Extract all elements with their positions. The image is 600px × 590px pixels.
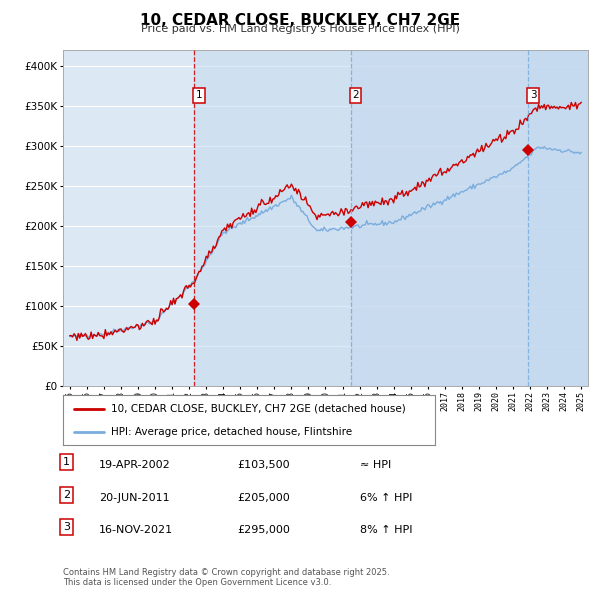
- Text: 1: 1: [196, 90, 203, 100]
- Text: 2: 2: [352, 90, 359, 100]
- Text: 8% ↑ HPI: 8% ↑ HPI: [360, 525, 413, 535]
- Text: Price paid vs. HM Land Registry's House Price Index (HPI): Price paid vs. HM Land Registry's House …: [140, 24, 460, 34]
- Bar: [194, 50, 590, 386]
- Text: £205,000: £205,000: [237, 493, 290, 503]
- Text: ≈ HPI: ≈ HPI: [360, 460, 391, 470]
- Text: 1: 1: [63, 457, 70, 467]
- Text: 3: 3: [530, 90, 536, 100]
- Text: 16-NOV-2021: 16-NOV-2021: [99, 525, 173, 535]
- Text: HPI: Average price, detached house, Flintshire: HPI: Average price, detached house, Flin…: [112, 427, 352, 437]
- Bar: [528, 50, 590, 386]
- Text: 3: 3: [63, 522, 70, 532]
- Text: 10, CEDAR CLOSE, BUCKLEY, CH7 2GE: 10, CEDAR CLOSE, BUCKLEY, CH7 2GE: [140, 13, 460, 28]
- Bar: [350, 50, 590, 386]
- Text: 2: 2: [63, 490, 70, 500]
- Text: 6% ↑ HPI: 6% ↑ HPI: [360, 493, 412, 503]
- Text: Contains HM Land Registry data © Crown copyright and database right 2025.
This d: Contains HM Land Registry data © Crown c…: [63, 568, 389, 587]
- Text: 19-APR-2002: 19-APR-2002: [99, 460, 171, 470]
- Text: 20-JUN-2011: 20-JUN-2011: [99, 493, 170, 503]
- Text: £295,000: £295,000: [237, 525, 290, 535]
- Text: 10, CEDAR CLOSE, BUCKLEY, CH7 2GE (detached house): 10, CEDAR CLOSE, BUCKLEY, CH7 2GE (detac…: [112, 404, 406, 414]
- Text: £103,500: £103,500: [237, 460, 290, 470]
